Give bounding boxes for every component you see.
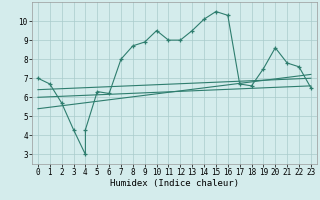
X-axis label: Humidex (Indice chaleur): Humidex (Indice chaleur) <box>110 179 239 188</box>
